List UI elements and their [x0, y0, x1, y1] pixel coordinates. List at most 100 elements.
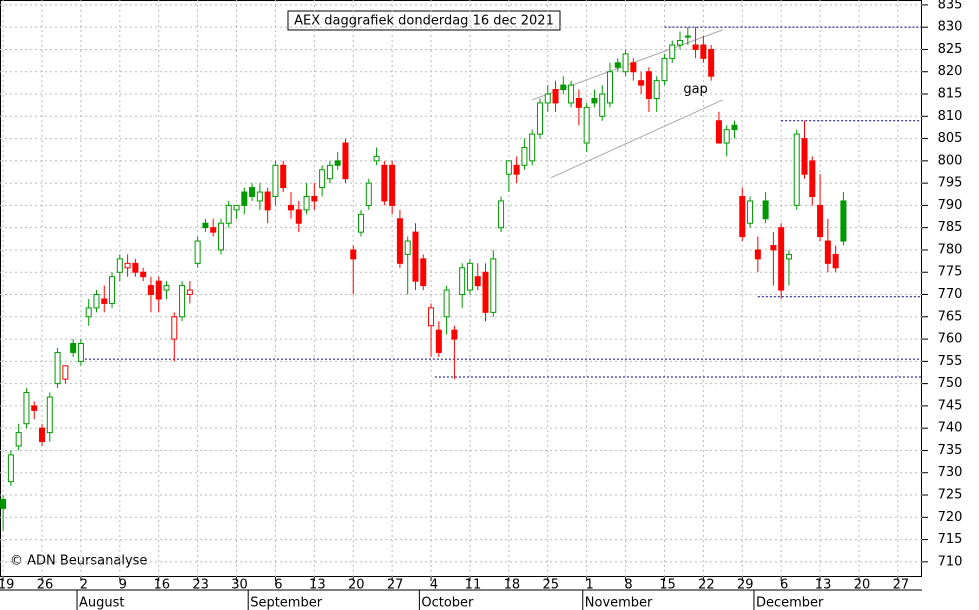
candle-body	[583, 106, 590, 144]
candle-body	[15, 432, 22, 447]
candle-body	[23, 392, 30, 425]
candle-body	[552, 89, 559, 104]
y-tick-label: 740	[938, 421, 963, 436]
candle-body	[490, 258, 497, 313]
candle-body	[396, 218, 403, 264]
title-box	[287, 10, 561, 31]
candle-body	[116, 258, 123, 273]
candle-body	[31, 405, 38, 411]
x-tick-label: 18	[504, 578, 521, 593]
candle-body	[140, 271, 147, 278]
x-tick-label: 19	[0, 578, 14, 593]
candle-body	[708, 48, 715, 77]
y-tick-label: 730	[938, 465, 963, 480]
candle-body	[233, 204, 240, 211]
x-tick-label: 13	[309, 578, 326, 593]
candle-body	[311, 195, 318, 202]
y-tick-label: 825	[938, 42, 963, 57]
x-tick-label: 20	[854, 578, 871, 593]
y-tick-label: 830	[938, 20, 963, 35]
candle-body	[93, 294, 100, 309]
candle-body	[163, 285, 170, 291]
month-label: October	[421, 596, 474, 610]
candle-body	[669, 44, 676, 59]
y-tick-label: 795	[938, 176, 963, 191]
candle-body	[591, 97, 598, 104]
candle-body	[272, 164, 279, 197]
candle-body	[334, 160, 341, 166]
candle-body	[194, 240, 201, 264]
candle-body	[715, 120, 722, 144]
candle-body	[39, 427, 46, 443]
candle-body	[731, 124, 738, 131]
candle-body	[521, 146, 528, 166]
candle-body	[0, 498, 7, 509]
candle-body	[451, 329, 458, 340]
y-tick-label: 800	[938, 153, 963, 168]
candle-body	[778, 227, 785, 291]
candle-body	[179, 285, 186, 318]
candle-body	[186, 289, 193, 296]
candle-body	[132, 262, 139, 273]
candle-body	[7, 454, 14, 483]
candle-body	[171, 316, 178, 340]
candle-body	[692, 44, 699, 50]
x-tick-label: 4	[430, 578, 438, 593]
y-tick-label: 755	[938, 354, 963, 369]
x-tick-label: 26	[37, 578, 54, 593]
y-tick-label: 820	[938, 64, 963, 79]
candle-body	[840, 200, 847, 242]
candle-body	[700, 44, 707, 59]
candle-body	[319, 169, 326, 189]
x-tick-label: 30	[231, 578, 248, 593]
candle-body	[544, 93, 551, 104]
candle-body	[280, 164, 287, 189]
candle-body	[498, 200, 505, 229]
candle-body	[77, 343, 84, 362]
y-tick-label: 815	[938, 87, 963, 102]
x-tick-label: 16	[153, 578, 170, 593]
x-tick-label: 6	[780, 578, 788, 593]
candle-body	[287, 204, 294, 211]
candle-body	[832, 253, 839, 269]
candle-body	[365, 182, 372, 206]
candle-body	[350, 249, 357, 260]
candle-body	[420, 258, 427, 287]
candle-body	[109, 276, 116, 304]
x-tick-label: 20	[348, 578, 365, 593]
x-tick-label: 15	[659, 578, 676, 593]
candle-body	[210, 227, 217, 233]
x-tick-label: 13	[815, 578, 832, 593]
candle-body	[653, 80, 660, 99]
candle-body	[249, 187, 256, 197]
candle-body	[801, 138, 808, 175]
candle-body	[754, 249, 761, 260]
candle-body	[54, 351, 61, 385]
x-tick-label: 27	[893, 578, 910, 593]
y-tick-label: 780	[938, 242, 963, 257]
month-label: September	[250, 596, 323, 610]
y-tick-label: 790	[938, 198, 963, 213]
candle-body	[606, 71, 613, 104]
month-label: August	[79, 596, 125, 610]
trend-line	[550, 99, 724, 179]
candle-body	[358, 213, 365, 233]
candle-body	[435, 329, 442, 353]
candle-body	[677, 40, 684, 46]
candle-body	[536, 102, 543, 135]
candle-body	[560, 84, 567, 91]
y-tick-label: 785	[938, 220, 963, 235]
candle-body	[723, 129, 730, 144]
candle-body	[295, 209, 302, 224]
candle-body	[202, 222, 209, 229]
candle-body	[46, 396, 53, 434]
candle-body	[793, 133, 800, 206]
candle-body	[373, 155, 380, 162]
candle-body	[614, 62, 621, 68]
candle-body	[62, 365, 69, 380]
source: © ADN Beursanalyse	[10, 554, 147, 569]
candle-body	[762, 200, 769, 220]
candle-body	[459, 267, 466, 296]
x-tick-label: 1	[586, 578, 594, 593]
candle-body	[638, 80, 645, 86]
